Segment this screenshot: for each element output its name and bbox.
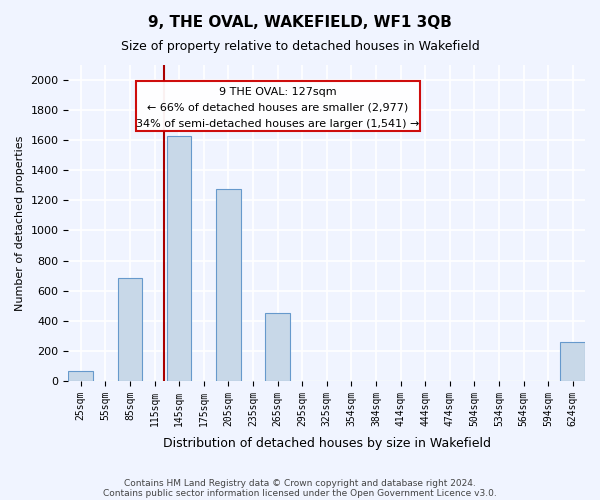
Bar (216, 189, 241, 381)
FancyBboxPatch shape (136, 81, 419, 132)
Text: 34% of semi-detached houses are larger (1,541) →: 34% of semi-detached houses are larger (… (136, 118, 419, 128)
Bar (265, 313, 290, 381)
Text: 9 THE OVAL: 127sqm: 9 THE OVAL: 127sqm (219, 87, 337, 97)
Text: 9, THE OVAL, WAKEFIELD, WF1 3QB: 9, THE OVAL, WAKEFIELD, WF1 3QB (148, 15, 452, 30)
Text: Size of property relative to detached houses in Wakefield: Size of property relative to detached ho… (121, 40, 479, 53)
Bar (68, 371, 93, 381)
Text: Contains HM Land Registry data © Crown copyright and database right 2024.: Contains HM Land Registry data © Crown c… (124, 478, 476, 488)
Y-axis label: Number of detached properties: Number of detached properties (15, 136, 25, 310)
Bar (118, 278, 142, 381)
Bar (560, 342, 585, 381)
Text: ← 66% of detached houses are smaller (2,977): ← 66% of detached houses are smaller (2,… (147, 103, 408, 113)
Bar (167, 136, 191, 381)
X-axis label: Distribution of detached houses by size in Wakefield: Distribution of detached houses by size … (163, 437, 491, 450)
Text: Contains public sector information licensed under the Open Government Licence v3: Contains public sector information licen… (103, 488, 497, 498)
